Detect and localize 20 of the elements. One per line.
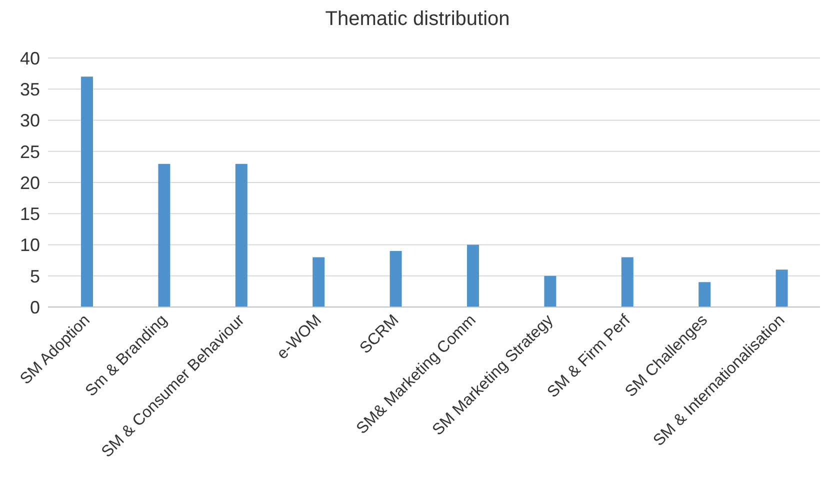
y-tick-label: 20 xyxy=(20,172,40,193)
y-tick-label: 35 xyxy=(20,80,40,100)
bar xyxy=(390,250,402,307)
bar xyxy=(312,257,325,307)
y-tick-label: 0 xyxy=(30,297,40,318)
bar xyxy=(467,244,479,307)
y-tick-label: 25 xyxy=(20,142,40,162)
y-tick-label: 40 xyxy=(20,48,40,68)
y-tick-label: 15 xyxy=(20,204,40,224)
bar xyxy=(776,270,788,307)
y-tick-label: 10 xyxy=(20,235,40,256)
bar xyxy=(81,76,93,307)
bar xyxy=(621,257,634,307)
y-tick-label: 5 xyxy=(30,266,40,286)
bar xyxy=(544,276,556,307)
bar xyxy=(698,282,711,307)
y-tick-label: 30 xyxy=(20,110,40,131)
bar xyxy=(235,164,248,307)
bar xyxy=(158,164,170,307)
chart-title: Thematic distribution xyxy=(324,8,511,31)
